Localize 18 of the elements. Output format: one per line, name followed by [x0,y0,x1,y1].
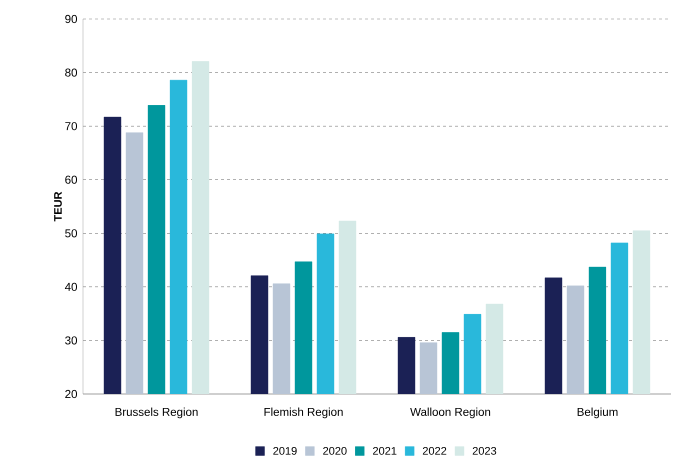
legend-label: 2021 [373,446,396,455]
x-tick-label: Flemish Region [264,408,343,418]
x-tick-label: Brussels Region [116,408,198,418]
y-tick-label: 30 [65,336,78,344]
x-tick-label: Walloon Region [410,408,490,418]
legend-label: 2020 [323,446,347,455]
x-tick-label: Belgium [578,408,618,418]
legend-label: 2022 [422,446,446,455]
y-tick-label: 70 [65,122,78,130]
y-tick-label: 60 [65,176,78,184]
y-tick-label: 40 [64,282,78,291]
y-axis-title: TEUR [54,192,62,222]
y-tick-label: 50 [65,229,78,238]
legend-label: 2023 [472,446,496,455]
y-tick-label: 80 [65,68,78,77]
legend-label: 2019 [273,446,297,455]
y-tick-label: 90 [65,14,78,24]
y-tick-label: 20 [65,390,78,398]
